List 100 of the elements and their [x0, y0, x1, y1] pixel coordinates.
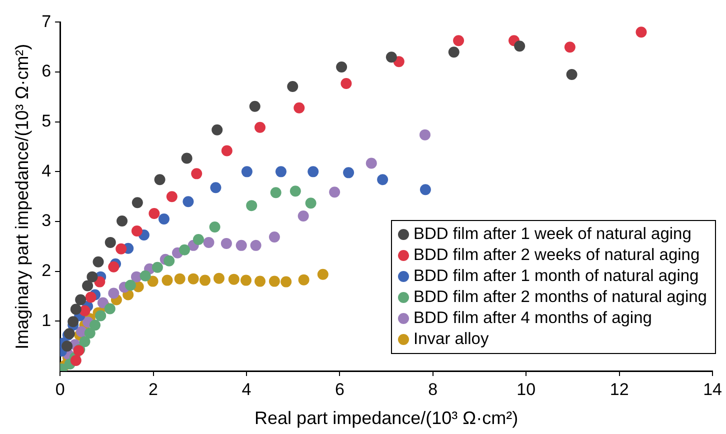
point [85, 292, 96, 303]
point [79, 336, 90, 348]
y-tick-label: 7 [42, 12, 52, 31]
point [221, 145, 232, 156]
point [453, 35, 464, 46]
point [287, 80, 298, 92]
legend-label: BDD film after 2 months of natural aging [414, 287, 707, 308]
point [213, 272, 224, 284]
point [75, 294, 86, 306]
legend-label: BDD film after 4 months of aging [414, 308, 652, 329]
point [62, 340, 73, 352]
point [174, 273, 186, 284]
point [116, 216, 128, 227]
x-tick-label: 14 [703, 380, 722, 399]
point [158, 214, 170, 225]
point [94, 276, 106, 288]
point [188, 273, 199, 284]
x-tick-label: 0 [55, 380, 65, 399]
point [116, 243, 127, 254]
point [280, 276, 292, 288]
point [148, 208, 160, 220]
point [329, 186, 340, 198]
point [104, 303, 116, 314]
point [90, 320, 101, 331]
point [147, 276, 158, 287]
point [298, 210, 309, 222]
legend-label: BDD film after 1 week of natural aging [414, 224, 692, 245]
point [212, 124, 223, 136]
point [200, 274, 210, 286]
legend-label: Invar alloy [414, 329, 489, 350]
y-tick-label: 4 [42, 161, 52, 180]
point [132, 197, 143, 208]
y-tick-label: 5 [42, 112, 52, 131]
y-tick-label: 3 [42, 211, 52, 230]
x-tick-label: 12 [610, 380, 629, 399]
x-tick-label: 2 [148, 380, 158, 399]
point [340, 78, 352, 89]
point [270, 187, 282, 198]
point [68, 316, 79, 328]
point [250, 240, 262, 251]
x-tick-label: 10 [516, 380, 536, 399]
point [275, 166, 286, 178]
point [92, 256, 104, 268]
point [294, 102, 305, 114]
point [249, 100, 260, 112]
x-tick-label: 6 [334, 380, 344, 399]
point [236, 240, 247, 251]
point [317, 268, 328, 280]
point [366, 158, 377, 169]
point [636, 26, 647, 38]
point [514, 40, 526, 52]
point [79, 305, 90, 316]
point [192, 234, 204, 245]
point [209, 221, 220, 232]
point [228, 274, 240, 285]
point [246, 200, 258, 212]
point [564, 42, 576, 53]
legend-label: BDD film after 1 month of natural aging [414, 266, 699, 287]
point [124, 280, 136, 291]
y-axis-title: Imaginary part impedance/(10³ Ω·cm²) [12, 44, 32, 350]
point [182, 196, 194, 208]
y-tick-label: 2 [42, 261, 52, 280]
point [154, 174, 166, 186]
point [95, 310, 106, 322]
point [131, 225, 142, 236]
point [104, 236, 116, 248]
point [254, 276, 266, 287]
point [210, 182, 222, 194]
point [181, 152, 192, 164]
x-tick-label: 8 [428, 380, 438, 399]
point [377, 174, 388, 186]
legend-label: BDD film after 2 weeks of natural aging [414, 245, 700, 266]
point [290, 186, 301, 197]
point [162, 274, 173, 286]
point [241, 166, 252, 178]
point [268, 276, 280, 287]
point [343, 167, 354, 178]
point [84, 328, 96, 339]
point [268, 231, 280, 242]
point [164, 255, 175, 266]
point [419, 129, 430, 140]
point [82, 280, 94, 292]
point [305, 198, 316, 209]
point [70, 304, 82, 315]
point [108, 261, 120, 272]
point [386, 52, 397, 63]
point [70, 355, 82, 366]
point [298, 274, 310, 286]
point [420, 184, 431, 196]
y-tick-label: 6 [42, 62, 52, 81]
point [178, 244, 190, 256]
point [152, 262, 163, 273]
point [86, 271, 98, 282]
point [448, 46, 460, 58]
y-tick-label: 1 [42, 310, 52, 330]
point [203, 236, 214, 248]
point [336, 62, 348, 73]
point [220, 238, 232, 249]
point [191, 168, 202, 180]
point [140, 270, 151, 282]
